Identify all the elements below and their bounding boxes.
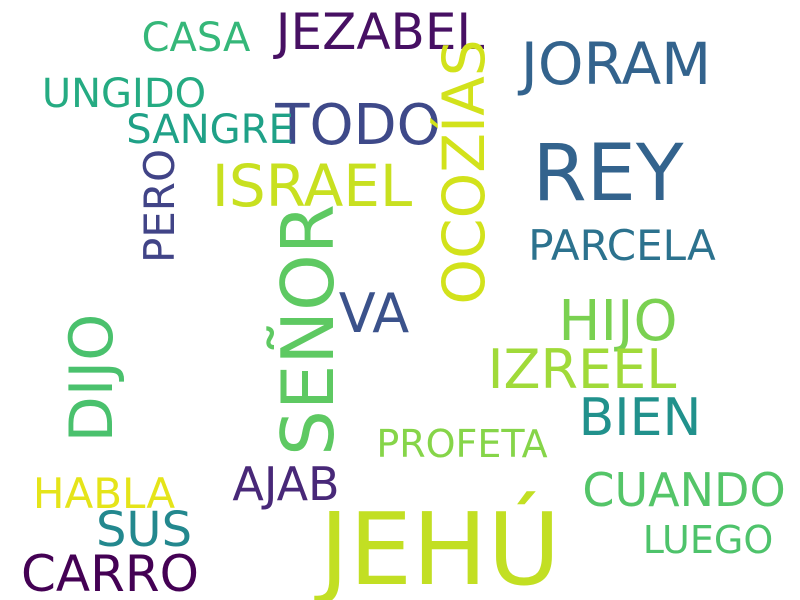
word-parcela: PARCELA — [528, 221, 716, 270]
word-cuando: CUANDO — [582, 463, 786, 517]
word-jezabel: JEZABEL — [275, 3, 485, 61]
word-sus: SUS — [95, 502, 193, 558]
word-dijo: DIJO — [57, 313, 127, 443]
word-casa: CASA — [141, 15, 251, 61]
word-todo: TODO — [275, 93, 441, 158]
word-luego: LUEGO — [642, 518, 774, 562]
word-izreel: IZREEL — [487, 338, 677, 401]
word-profeta: PROFETA — [376, 422, 548, 466]
word-ungido: UNGIDO — [41, 71, 207, 117]
word-ocozias: OCOZÍAS — [430, 39, 498, 305]
word-rey: REY — [532, 129, 684, 219]
word-carro: CARRO — [21, 545, 199, 600]
word-sangre: SANGRE — [126, 107, 294, 153]
word-ajab: AJAB — [232, 457, 340, 511]
word-jehu: JEHÚ — [319, 491, 561, 600]
word-pero: PERO — [135, 148, 184, 264]
word-habla: HABLA — [32, 469, 176, 518]
word-israel: ISRAEL — [211, 152, 413, 220]
word-joram: JORAM — [520, 30, 712, 98]
word-hijo: HIJO — [558, 289, 678, 354]
word-senor: SEÑOR — [266, 204, 350, 456]
word-bien: BIEN — [578, 388, 702, 448]
word-va: VA — [338, 282, 410, 345]
